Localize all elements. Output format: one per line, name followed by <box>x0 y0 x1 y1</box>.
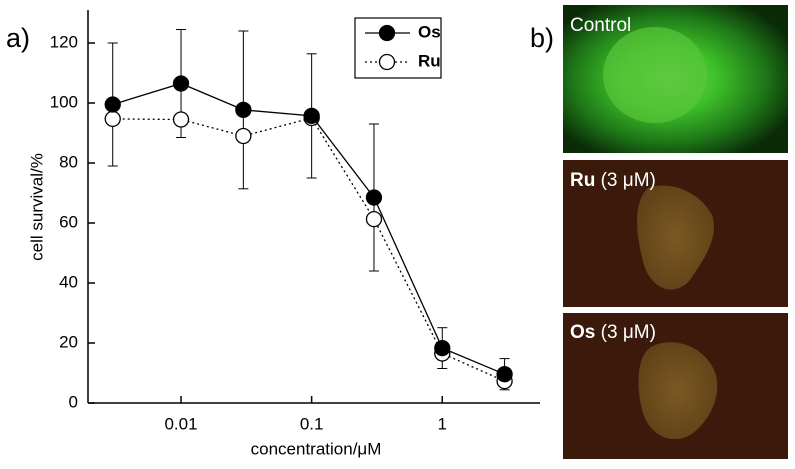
spheroid <box>603 27 707 123</box>
micrograph-control: Control <box>563 5 788 153</box>
data-point <box>104 96 121 113</box>
legend-marker <box>378 53 396 71</box>
plot-area: 0 20 40 60 80 100 120 0.01 0.1 1 <box>50 29 513 433</box>
panel-label: b) <box>530 23 554 53</box>
legend: Os Ru <box>354 17 442 79</box>
y-tick-label: 0 <box>69 392 78 411</box>
legend-box <box>354 17 442 79</box>
data-point <box>104 110 121 128</box>
panel-label: a) <box>6 23 30 53</box>
data-point <box>172 75 190 92</box>
y-tick-label: 120 <box>50 32 78 51</box>
spheroid <box>638 342 718 440</box>
data-point <box>172 111 190 128</box>
y-axis-title: cell survival/% <box>27 153 46 261</box>
x-tick-label: 1 <box>438 414 447 433</box>
micrograph-os: Os (3 μM) <box>563 313 788 459</box>
micrograph-ru: Ru (3 μM) <box>563 160 788 307</box>
data-point <box>235 101 252 119</box>
data-point <box>365 210 383 228</box>
image-label: Control <box>570 15 631 36</box>
data-point <box>303 107 320 125</box>
y-tick-label: 20 <box>59 332 78 351</box>
legend-marker <box>378 24 396 42</box>
y-tick-label: 100 <box>50 92 78 111</box>
legend-label: Ru <box>418 51 441 70</box>
y-tick-label: 60 <box>59 212 78 231</box>
data-point <box>496 366 513 383</box>
y-tick-label: 80 <box>59 152 78 171</box>
legend-label: Os <box>418 22 441 41</box>
y-tick-label: 40 <box>59 272 78 291</box>
image-label: Ru (3 μM) <box>570 170 656 191</box>
data-point <box>434 339 451 357</box>
spheroid <box>637 185 714 290</box>
data-point <box>235 127 252 145</box>
image-label: Os (3 μM) <box>570 322 656 343</box>
series-line <box>112 82 505 375</box>
data-point <box>365 189 383 206</box>
x-axis-title: concentration/μM <box>251 439 382 458</box>
x-tick-label: 0.1 <box>300 414 324 433</box>
x-tick-label: 0.01 <box>164 414 197 433</box>
